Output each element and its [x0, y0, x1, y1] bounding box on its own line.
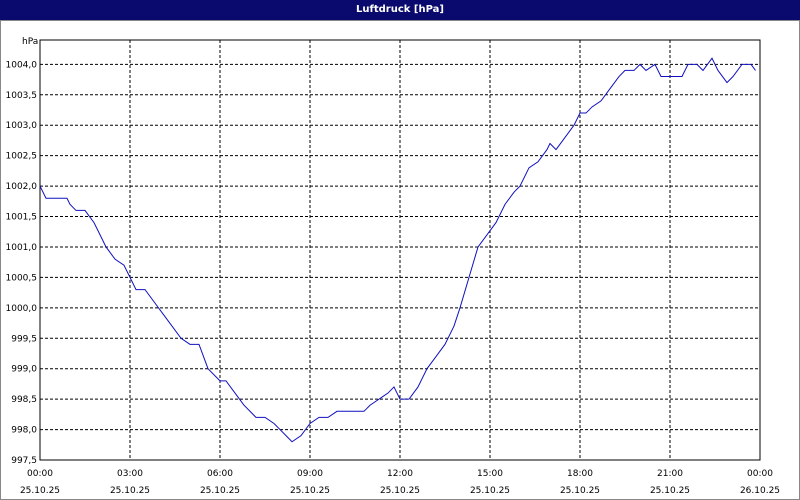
x-tick-label: 15:00 [477, 469, 503, 479]
x-tick-date: 25.10.25 [200, 486, 240, 496]
y-tick-label: 997,5 [11, 456, 37, 466]
y-tick-label: 1003,5 [6, 91, 38, 101]
chart-title: Luftdruck [hPa] [0, 0, 800, 20]
x-tick-date: 25.10.25 [110, 486, 150, 496]
x-tick-date: 25.10.25 [290, 486, 330, 496]
data-line [39, 57, 756, 443]
plot-area [39, 39, 761, 461]
x-tick-label: 06:00 [207, 469, 233, 479]
x-tick-date: 25.10.25 [470, 486, 510, 496]
x-tick-label: 03:00 [117, 469, 143, 479]
y-tick-label: 1003,0 [6, 121, 38, 131]
y-tick-label: 999,5 [11, 334, 37, 344]
x-tick-date: 25.10.25 [20, 486, 60, 496]
x-tick-label: 09:00 [297, 469, 323, 479]
y-tick-label: 1002,5 [6, 152, 38, 162]
x-tick-label: 00:00 [27, 469, 53, 479]
x-tick-label: 12:00 [387, 469, 413, 479]
y-tick-label: 998,0 [11, 426, 37, 436]
x-tick-date: 25.10.25 [380, 486, 420, 496]
y-tick-label: 998,5 [11, 395, 37, 405]
y-tick-label: 1002,0 [6, 182, 38, 192]
y-tick-label: 1001,0 [6, 243, 38, 253]
x-tick-date: 26.10.25 [740, 486, 780, 496]
x-tick-label: 18:00 [567, 469, 593, 479]
x-tick-date: 25.10.25 [650, 486, 690, 496]
y-tick-label: 1000,5 [6, 273, 38, 283]
x-tick-date: 25.10.25 [560, 486, 600, 496]
x-tick-label: 21:00 [657, 469, 683, 479]
x-tick-label: 00:00 [747, 469, 773, 479]
y-tick-label: 1000,0 [6, 304, 38, 314]
y-tick-label: 999,0 [11, 365, 37, 375]
y-axis-label: hPa [22, 37, 38, 47]
y-tick-label: 1001,5 [6, 213, 38, 223]
y-tick-label: 1004,0 [6, 60, 38, 70]
